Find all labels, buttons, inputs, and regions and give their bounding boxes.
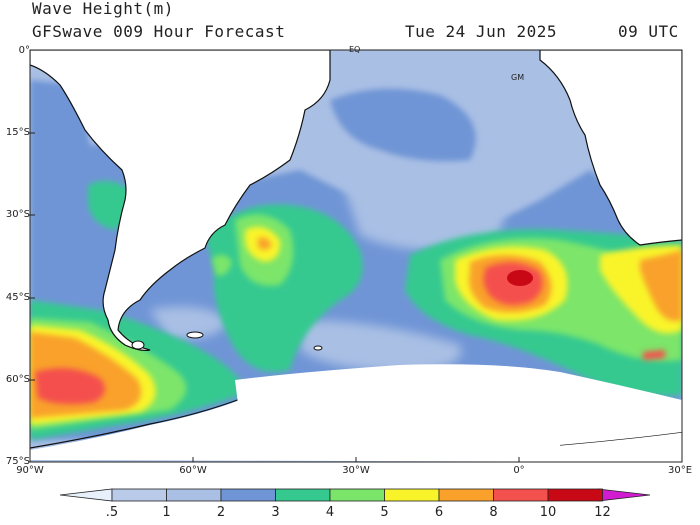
colorbar-swatch	[220, 488, 276, 502]
colorbar-label: 1	[162, 505, 171, 520]
colorbar-swatch	[547, 488, 603, 502]
colorbar-label: 8	[489, 505, 498, 520]
lat-label-30s: 30°S	[5, 209, 30, 220]
colorbar-swatch	[166, 488, 222, 502]
lon-label-0: 0°	[513, 465, 525, 476]
sea-ice	[235, 364, 682, 446]
lat-label-75s: 75°S	[5, 456, 30, 467]
lat-label-60s: 60°S	[5, 374, 30, 385]
wave-field	[30, 50, 682, 462]
forecast-label: GFSwave 009 Hour Forecast	[32, 22, 286, 41]
colorbar-under-arrow	[59, 488, 113, 502]
colorbar-label: 12	[594, 505, 611, 520]
colorbar-swatch	[329, 488, 385, 502]
colorbar-label: 10	[539, 505, 557, 520]
colorbar-swatch	[438, 488, 494, 502]
lat-label-15s: 15°S	[5, 127, 30, 138]
greenwich-marker: GM	[511, 73, 525, 82]
colorbar-over-arrow	[597, 488, 651, 502]
colorbar-label: 5	[380, 505, 389, 520]
lon-label-60w: 60°W	[179, 465, 207, 476]
axis-ticks	[29, 49, 683, 463]
colorbar-label: 3	[271, 505, 280, 520]
colorbar-label: 4	[325, 505, 335, 520]
colorbar-label: 6	[434, 505, 444, 520]
forecast-time: 09 UTC	[618, 22, 679, 41]
colorbar-swatch	[384, 488, 440, 502]
chart-title: Wave Height(m)	[32, 0, 174, 18]
colorbar	[59, 488, 651, 502]
equator-marker: EQ	[349, 45, 361, 54]
lon-label-30e: 30°E	[667, 465, 693, 476]
forecast-date: Tue 24 Jun 2025	[405, 22, 557, 41]
lon-label-30w: 30°W	[342, 465, 370, 476]
lat-label-0: 0°	[18, 45, 30, 56]
lat-label-45s: 45°S	[5, 292, 30, 303]
colorbar-swatch	[493, 488, 549, 502]
colorbar-swatch	[275, 488, 331, 502]
lon-label-90w: 90°W	[16, 465, 44, 476]
colorbar-label: .5	[105, 505, 119, 520]
colorbar-label: 2	[216, 505, 226, 520]
colorbar-swatch	[111, 488, 167, 502]
